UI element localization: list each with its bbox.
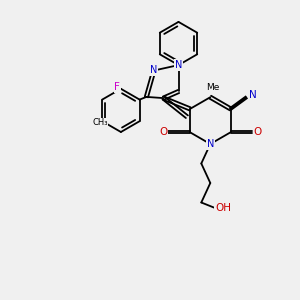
- Text: O: O: [254, 127, 262, 137]
- Text: CH₃: CH₃: [92, 118, 107, 127]
- Text: N: N: [150, 65, 158, 76]
- Text: O: O: [159, 127, 167, 137]
- Text: OH: OH: [215, 203, 231, 213]
- Text: N: N: [249, 89, 256, 100]
- Text: F: F: [114, 82, 120, 92]
- Text: N: N: [207, 139, 214, 149]
- Text: N: N: [175, 60, 182, 70]
- Text: Me: Me: [207, 83, 220, 92]
